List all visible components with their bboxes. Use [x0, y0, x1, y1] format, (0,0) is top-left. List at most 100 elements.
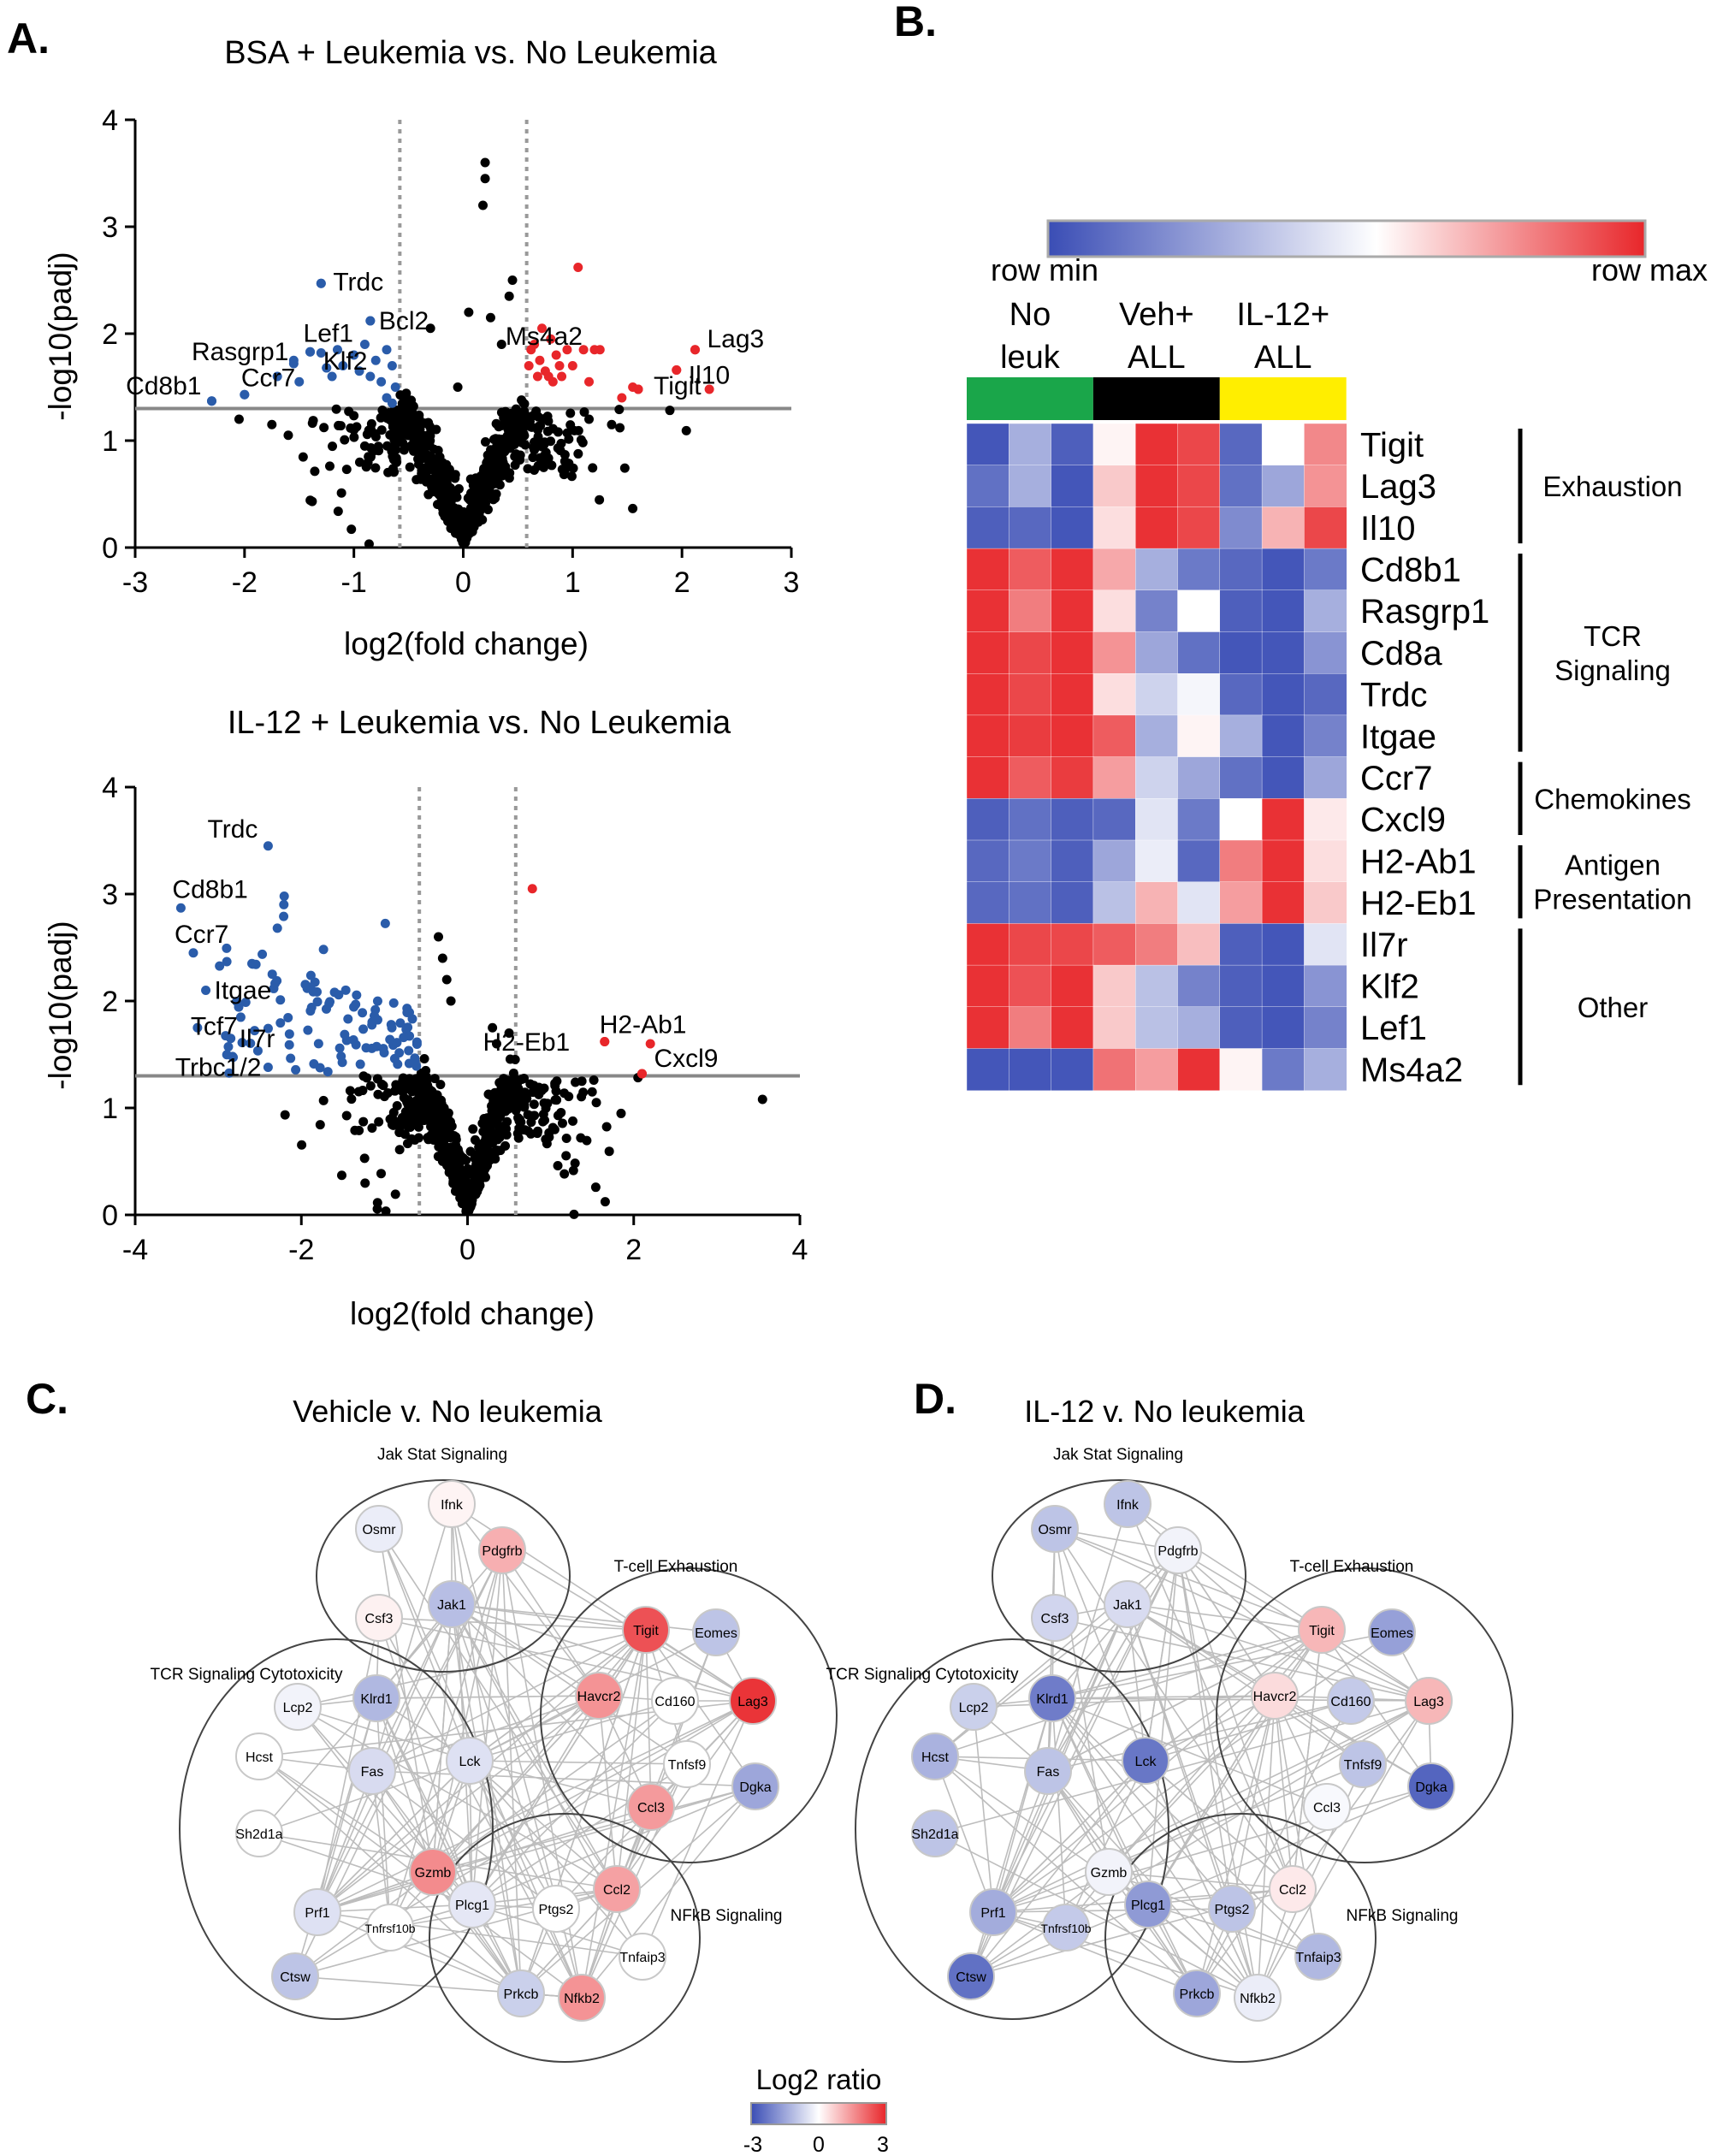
network-edge	[317, 1700, 754, 1913]
heatmap-cell	[1134, 548, 1179, 591]
network-edge	[317, 1695, 600, 1913]
gene-node-label: Havcr2	[1253, 1690, 1297, 1704]
labeled-point	[206, 396, 216, 406]
heatmap-cell	[1219, 506, 1263, 549]
network-edge	[581, 1786, 756, 1999]
heatmap-cell	[1261, 631, 1306, 674]
group-label: leuk	[1000, 340, 1061, 376]
heatmap-cell	[1051, 1048, 1094, 1091]
gene-node	[1303, 1783, 1351, 1831]
gene-node	[1104, 1580, 1152, 1628]
network-edge	[371, 1695, 600, 1772]
heatmap-cell	[1304, 423, 1347, 466]
ns-point	[681, 425, 691, 435]
ns-point	[488, 491, 498, 501]
gene-node	[1028, 1674, 1076, 1722]
heatmap-cell	[1304, 1006, 1347, 1050]
ns-point	[411, 1096, 422, 1106]
group-color-bar	[967, 377, 1093, 420]
network-edge	[469, 1629, 647, 1762]
ns-point	[318, 1095, 329, 1105]
ns-point	[525, 1079, 536, 1089]
heatmap-cell	[1177, 506, 1221, 549]
ns-point	[441, 974, 452, 985]
heatmap-cell	[1051, 548, 1094, 591]
ns-point	[423, 1116, 434, 1126]
gene-node-label: Fas	[361, 1765, 384, 1780]
ns-point	[370, 432, 381, 442]
network-edge	[378, 1617, 647, 1631]
gene-node	[663, 1740, 711, 1788]
sig-down-point	[348, 1034, 358, 1045]
heatmap-cell	[1177, 756, 1221, 800]
heatmap-cell	[1009, 1048, 1052, 1091]
row-label: Cd8b1	[1360, 551, 1461, 589]
ns-point	[582, 1135, 592, 1146]
network-edge	[642, 1700, 754, 1958]
ns-point	[465, 510, 476, 520]
y-tick-label: 0	[102, 1199, 118, 1232]
gene-node	[532, 1885, 580, 1933]
sig-up-point	[537, 323, 548, 334]
labeled-point	[636, 1069, 647, 1079]
ns-point	[483, 1134, 493, 1144]
ns-point	[389, 426, 400, 436]
ns-point	[496, 340, 506, 349]
network-edge	[501, 1549, 522, 1994]
gene-node	[1042, 1904, 1090, 1952]
heatmap-cell	[1092, 589, 1137, 633]
ns-point	[504, 291, 514, 301]
network-edge	[451, 1603, 557, 1910]
bracket-label: Antigen	[1565, 850, 1661, 881]
ns-point	[331, 404, 341, 414]
sig-down-point	[252, 1045, 263, 1056]
volcano1-title: BSA + Leukemia vs. No Leukemia	[224, 35, 717, 71]
ns-point	[564, 434, 574, 444]
ns-point	[437, 953, 447, 963]
cluster-outline	[855, 1638, 1169, 2020]
ns-point	[557, 465, 567, 475]
ns-point	[510, 452, 520, 462]
heatmap-cell	[1134, 964, 1179, 1008]
ns-point	[359, 441, 370, 451]
network-edge	[469, 1760, 583, 1999]
sig-down-point	[380, 918, 390, 928]
network-edge	[258, 1756, 522, 1994]
sig-down-point	[325, 997, 335, 1007]
ns-point	[560, 1169, 570, 1179]
x-tick-label: -3	[122, 566, 148, 599]
heatmap-cell	[1261, 881, 1306, 925]
ns-point	[590, 1182, 601, 1193]
network-edge	[1177, 1549, 1294, 1890]
network-edge	[1177, 1549, 1233, 1910]
network-edge	[1196, 1695, 1276, 1994]
gene-node	[235, 1732, 283, 1780]
gene-node	[235, 1810, 283, 1857]
gene-node-label: Tigit	[1309, 1624, 1335, 1638]
ns-point	[600, 1197, 610, 1207]
ns-point	[407, 424, 417, 434]
point-label: Ccr7	[175, 921, 228, 949]
ns-point	[619, 463, 630, 473]
gene-node-label: Gzmb	[415, 1866, 452, 1881]
ns-point	[365, 1081, 376, 1091]
network-edge	[451, 1603, 647, 1631]
network-edge	[1127, 1503, 1323, 1631]
sig-down-point	[385, 1034, 395, 1045]
heatmap-cell	[1304, 589, 1347, 633]
heatmap-cell	[1051, 506, 1094, 549]
sig-down-point	[294, 376, 305, 387]
network-edge	[389, 1549, 503, 1928]
labeled-point	[322, 363, 332, 373]
row-label: Cxcl9	[1360, 802, 1446, 839]
point-label: Trdc	[208, 815, 258, 844]
ns-point	[395, 390, 406, 400]
ns-point	[616, 1108, 626, 1118]
network-edge	[451, 1603, 688, 1765]
ns-point	[478, 1170, 488, 1181]
sig-down-point	[387, 1022, 397, 1033]
gene-node-label: Jak1	[437, 1598, 466, 1613]
labeled-point	[365, 316, 376, 326]
ns-point	[346, 524, 357, 535]
heatmap-cell	[1051, 714, 1094, 758]
